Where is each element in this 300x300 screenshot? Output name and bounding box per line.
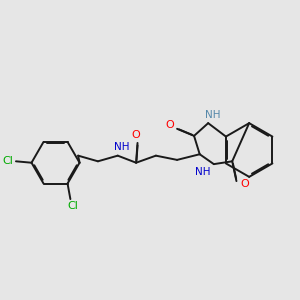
- Text: NH: NH: [205, 110, 220, 120]
- Text: O: O: [166, 120, 174, 130]
- Text: Cl: Cl: [68, 201, 79, 211]
- Text: O: O: [240, 179, 249, 190]
- Text: NH: NH: [114, 142, 130, 152]
- Text: NH: NH: [195, 167, 211, 177]
- Text: Cl: Cl: [3, 156, 13, 166]
- Text: O: O: [132, 130, 140, 140]
